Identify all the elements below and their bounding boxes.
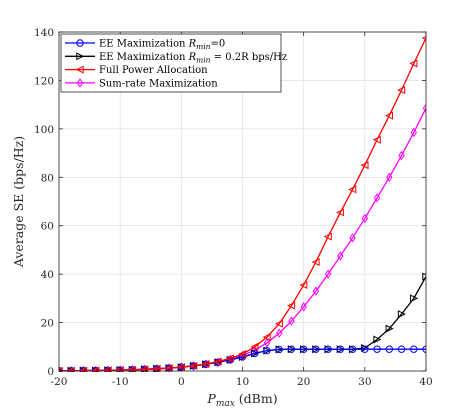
data-point — [323, 232, 332, 241]
y-tick-label: 100 — [34, 124, 54, 136]
x-tick-label: -20 — [51, 376, 68, 388]
data-point — [372, 135, 381, 144]
x-tick-label: 30 — [358, 376, 371, 388]
x-tick-label: 0 — [178, 376, 185, 388]
data-point — [275, 328, 283, 338]
data-point — [397, 86, 406, 95]
data-point — [349, 233, 356, 243]
legend-marker — [76, 52, 85, 61]
data-point — [324, 269, 332, 279]
data-point — [299, 345, 308, 353]
data-point — [79, 366, 88, 372]
x-tick-label: 40 — [419, 376, 432, 388]
x-tick-label: 10 — [236, 376, 249, 388]
data-point — [287, 301, 296, 310]
y-axis-label: Average SE (bps/Hz) — [11, 136, 26, 268]
legend-text-pre: Full Power Allocation — [99, 65, 208, 76]
data-point — [312, 345, 320, 353]
legend-text-subscript: min — [196, 42, 211, 51]
data-point — [263, 346, 271, 355]
legend-text-pre: EE Maximization — [99, 39, 189, 50]
data-point — [262, 333, 271, 342]
data-point — [373, 345, 381, 353]
legend-entry: EE Maximization Rmin=0 — [99, 39, 225, 52]
data-point — [410, 127, 417, 138]
data-point — [410, 294, 419, 303]
data-point — [300, 302, 307, 312]
legend-text-symbol: R — [188, 39, 197, 50]
data-point — [287, 345, 296, 353]
data-point — [250, 342, 259, 351]
legend-entry: Full Power Allocation — [99, 65, 208, 76]
data-point — [311, 258, 320, 267]
legend: EE Maximization Rmin=0EE Maximization Rm… — [60, 33, 287, 93]
data-point — [299, 281, 308, 290]
data-point — [164, 364, 173, 372]
legend-entry: Sum-rate Maximization — [99, 78, 218, 89]
data-point — [397, 345, 406, 353]
legend-text-post: =0 — [210, 39, 225, 50]
data-point — [361, 345, 369, 353]
legend-box — [60, 33, 282, 93]
data-point — [410, 345, 418, 353]
x-axis-label-symbol: P — [206, 391, 216, 406]
x-axis-label: Pmax (dBm) — [206, 391, 277, 409]
data-point — [324, 345, 332, 353]
y-tick-label: 60 — [41, 221, 54, 233]
data-point — [385, 345, 393, 353]
data-point — [384, 111, 393, 120]
legend-text-pre: EE Maximization — [99, 52, 189, 63]
data-point — [422, 103, 426, 113]
legend-marker — [76, 78, 84, 88]
data-point — [336, 208, 345, 217]
data-point — [312, 286, 320, 296]
data-point — [152, 364, 161, 372]
data-point — [275, 345, 283, 354]
data-point — [189, 361, 198, 370]
legend-text-subscript: min — [196, 55, 211, 64]
data-point — [348, 345, 357, 353]
data-point — [288, 316, 295, 326]
y-tick-label: 140 — [34, 27, 54, 39]
data-point — [274, 319, 283, 328]
data-point — [103, 366, 112, 372]
legend-text-post: = 0.2R bps/Hz — [210, 52, 287, 63]
data-point — [422, 272, 426, 281]
data-point — [337, 251, 344, 261]
x-tick-label: -10 — [112, 376, 129, 388]
legend-marker — [76, 39, 84, 47]
y-tick-label: 20 — [41, 318, 54, 330]
data-point — [386, 172, 393, 182]
x-axis-label-subscript: max — [216, 399, 235, 409]
data-point — [238, 350, 247, 359]
data-point — [409, 59, 418, 68]
data-point — [213, 357, 222, 366]
x-tick-label: 20 — [297, 376, 310, 388]
legend-text-symbol: R — [188, 52, 197, 63]
y-tick-label: 120 — [34, 75, 54, 87]
data-point — [251, 349, 259, 358]
data-point — [373, 335, 382, 344]
data-point — [385, 324, 394, 333]
data-point — [348, 185, 357, 194]
data-point — [263, 338, 271, 348]
legend-entry: EE Maximization Rmin = 0.2R bps/Hz — [99, 52, 287, 65]
ticks: -20 -10 0 10 20 30 40 0 20 40 60 80 100 120 140 — [34, 27, 433, 388]
y-tick-label: 80 — [41, 172, 54, 184]
y-tick-label: 0 — [47, 366, 54, 378]
data-point — [360, 161, 369, 170]
legend-text-pre: Sum-rate Maximization — [99, 78, 218, 89]
data-point — [225, 354, 234, 363]
data-point — [91, 366, 100, 372]
data-point — [336, 345, 345, 353]
legend-marker — [75, 65, 84, 74]
y-tick-label: 40 — [41, 269, 54, 281]
x-axis-label-unit: (dBm) — [235, 391, 278, 406]
data-point — [373, 193, 381, 203]
data-point — [201, 359, 210, 368]
data-point — [397, 310, 406, 319]
data-point — [361, 213, 369, 224]
data-point — [398, 150, 405, 161]
